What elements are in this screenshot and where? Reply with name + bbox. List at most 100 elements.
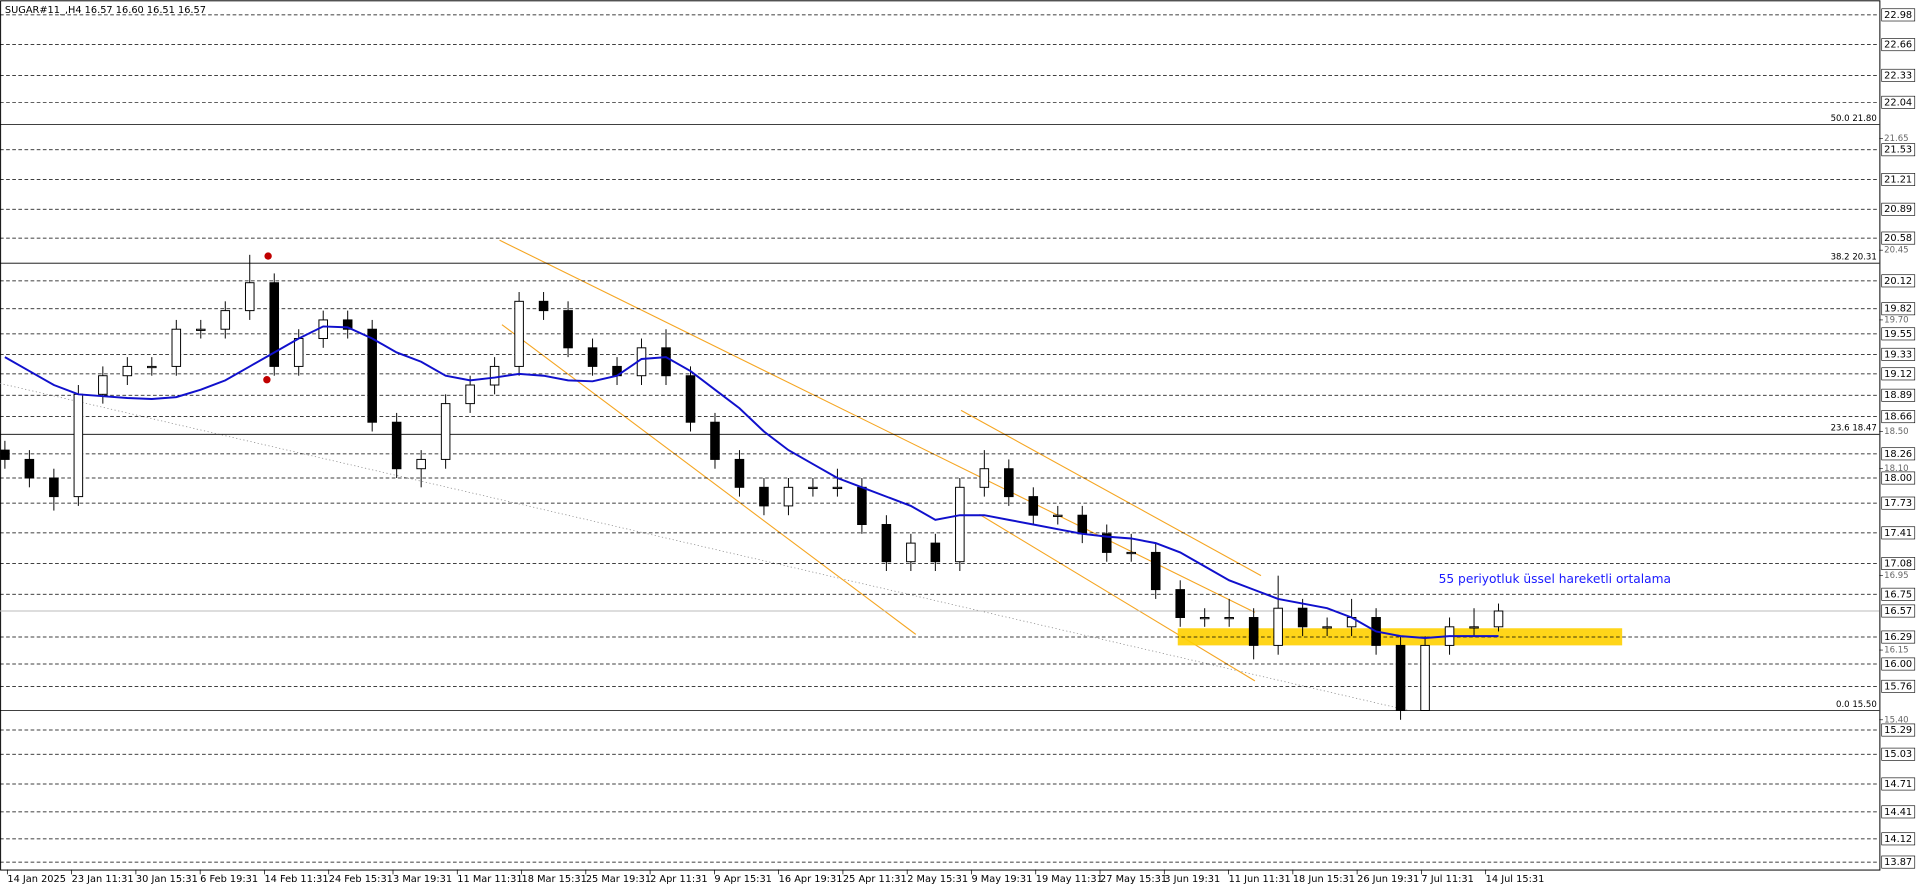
y-tick-label: 15.76 (1884, 681, 1912, 692)
candle-body (1126, 551, 1137, 555)
candle-body (122, 365, 133, 377)
tick-label-box (1881, 302, 1916, 316)
x-tick-label: 9 May 19:31 (971, 874, 1032, 885)
y-tick-label: 20.58 (1884, 233, 1912, 244)
tick-label-box (1881, 587, 1916, 601)
candle-body (489, 365, 500, 386)
y-minor-label: 19.70 (1884, 315, 1908, 325)
y-tick-label: 18.26 (1884, 449, 1912, 460)
tick-label-box (1881, 410, 1916, 424)
candle-body (734, 458, 745, 488)
candle-body (391, 421, 402, 470)
y-tick-label: 21.53 (1884, 145, 1912, 156)
tick-label-box (1881, 447, 1916, 461)
tick-label-box (1881, 832, 1916, 846)
y-tick-label: 22.98 (1884, 10, 1912, 21)
y-tick-label: 14.41 (1884, 807, 1912, 818)
candle-body (416, 458, 426, 470)
tick-label-box (1881, 202, 1916, 216)
y-tick-label: 19.12 (1884, 369, 1912, 380)
channel-line (979, 513, 1256, 682)
x-tick-label: 27 May 15:31 (1100, 874, 1167, 885)
candle-body (73, 393, 84, 498)
y-tick-label: 20.89 (1884, 204, 1912, 215)
candle-body (1077, 514, 1088, 535)
candle-body (367, 328, 377, 423)
y-tick-label: 15.03 (1884, 749, 1912, 760)
x-tick-label: 14 Feb 11:31 (264, 874, 328, 885)
y-minor-label: 16.15 (1884, 646, 1908, 656)
fib-label: 50.0 21.80 (1831, 114, 1877, 124)
y-tick-label: 22.04 (1884, 97, 1912, 108)
x-tick-label: 16 Apr 19:31 (779, 874, 843, 885)
candle-body (1053, 514, 1063, 517)
tick-label-box (1881, 38, 1916, 52)
x-tick-label: 11 Jun 11:31 (1229, 874, 1291, 885)
x-tick-label: 14 Jul 15:31 (1486, 874, 1545, 885)
x-tick-label: 25 Apr 11:31 (843, 874, 907, 885)
fib-label: 23.6 18.47 (1831, 424, 1877, 434)
y-tick-label: 22.33 (1884, 70, 1912, 81)
y-tick-label: 15.29 (1884, 725, 1912, 736)
y-tick-label: 16.29 (1884, 632, 1912, 643)
candle-body (514, 300, 524, 367)
tick-label-box (1881, 8, 1916, 22)
last-price-box (1881, 604, 1916, 618)
candle-body (661, 347, 671, 377)
y-tick-label: 18.66 (1884, 412, 1912, 423)
candle-body (1493, 610, 1504, 628)
y-minor-label: 20.45 (1884, 246, 1908, 256)
y-tick-label: 21.21 (1884, 174, 1912, 185)
x-tick-label: 2 May 15:31 (907, 874, 968, 885)
y-minor-label: 18.10 (1884, 464, 1908, 474)
ema-line (4, 325, 1499, 639)
candle-body (808, 486, 818, 490)
candle-body (881, 524, 892, 563)
candle-body (1273, 607, 1283, 646)
candle-body (955, 486, 965, 563)
fib-label: 0.0 15.50 (1836, 700, 1877, 710)
candle-body (1248, 617, 1259, 646)
tick-label-box (1881, 805, 1916, 819)
last-price-label: 16.57 (1884, 606, 1912, 617)
tick-label-box (1881, 747, 1916, 761)
candle-body (318, 319, 328, 340)
y-tick-label: 17.73 (1884, 498, 1912, 509)
tick-label-box (1881, 526, 1916, 540)
y-tick-label: 18.89 (1884, 390, 1912, 401)
channel-line (501, 324, 917, 635)
candle-body (440, 403, 451, 460)
y-tick-label: 22.66 (1884, 40, 1912, 51)
tick-label-box (1881, 68, 1916, 82)
x-tick-label: 26 Jun 19:31 (1357, 874, 1419, 885)
channel-line (960, 409, 1262, 577)
y-tick-label: 20.12 (1884, 276, 1912, 287)
candle-body (220, 310, 231, 330)
tick-label-box (1881, 367, 1916, 381)
x-tick-label: 11 Mar 11:31 (457, 874, 522, 885)
y-tick-label: 16.00 (1884, 659, 1912, 670)
candle-body (244, 282, 255, 312)
candle-body (857, 486, 867, 526)
x-tick-label: 18 Jun 15:31 (1293, 874, 1355, 885)
x-tick-label: 23 Jan 11:31 (72, 874, 134, 885)
x-tick-label: 19 May 11:31 (1036, 874, 1103, 885)
tick-label-box (1881, 777, 1916, 791)
plot-frame (0, 0, 1881, 871)
x-tick-label: 2 Apr 11:31 (650, 874, 708, 885)
tick-label-box (1881, 557, 1916, 570)
candle-body (1175, 589, 1185, 618)
tick-label-box (1881, 231, 1916, 245)
y-tick-label: 16.75 (1884, 589, 1912, 600)
y-minor-label: 16.95 (1884, 571, 1908, 581)
candle-body (342, 319, 353, 330)
tick-label-box (1881, 143, 1916, 157)
candle-body (759, 486, 769, 507)
candle-body (538, 300, 549, 312)
tick-label-box (1881, 274, 1916, 288)
y-tick-label: 19.33 (1884, 349, 1912, 360)
x-tick-label: 18 Mar 15:31 (522, 874, 587, 885)
candle-body (1322, 626, 1332, 629)
x-tick-label: 25 Mar 19:31 (586, 874, 651, 885)
